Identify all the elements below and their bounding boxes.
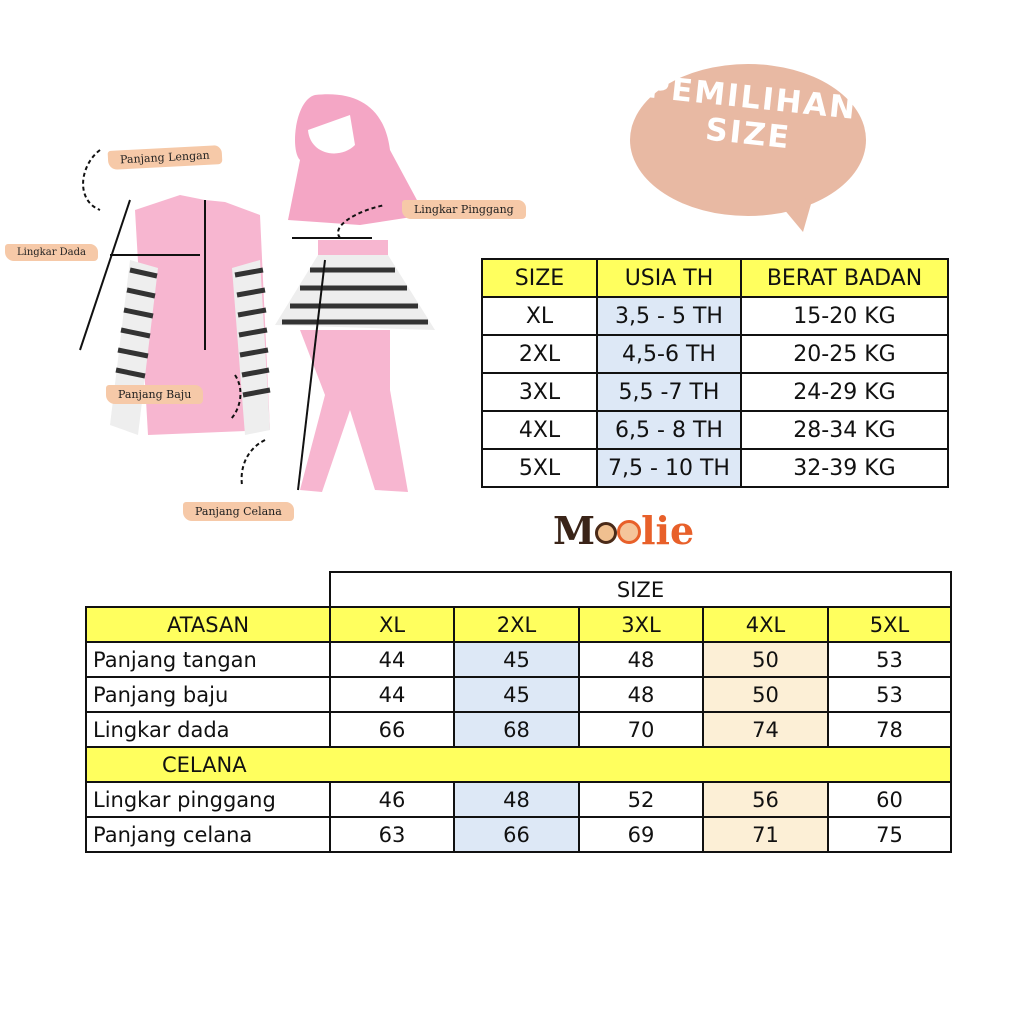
table-row: Lingkar dada 66 68 70 74 78 (85, 711, 952, 748)
speech-bubble (630, 64, 866, 232)
table-row: Panjang celana 63 66 69 71 75 (85, 816, 952, 853)
table-header-row: SIZE USIA TH BERAT BADAN (481, 258, 949, 298)
table-row: Panjang tangan 44 45 48 50 53 (85, 641, 952, 678)
table-row: 4XL 6,5 - 8 TH 28-34 KG (481, 410, 949, 450)
table-row: 3XL 5,5 -7 TH 24-29 KG (481, 372, 949, 412)
table-row: 5XL 7,5 - 10 TH 32-39 KG (481, 448, 949, 488)
clothing-illustration (79, 94, 435, 492)
size-header-row: SIZE (86, 571, 952, 608)
label-panjang-celana: Panjang Celana (183, 502, 294, 521)
label-panjang-baju: Panjang Baju (106, 385, 204, 404)
celana-header-row: CELANA (85, 746, 952, 783)
table-row: XL 3,5 - 5 TH 15-20 KG (481, 296, 949, 336)
age-weight-table: SIZE USIA TH BERAT BADAN XL 3,5 - 5 TH 15-… (481, 258, 949, 488)
table-row: 2XL 4,5-6 TH 20-25 KG (481, 334, 949, 374)
table-row: Panjang baju 44 45 48 50 53 (85, 676, 952, 713)
label-lingkar-pinggang: Lingkar Pinggang (402, 200, 526, 219)
atasan-header-row: ATASAN XL 2XL 3XL 4XL 5XL (85, 606, 952, 643)
table-row: Lingkar pinggang 46 48 52 56 60 (85, 781, 952, 818)
size-measurement-table: SIZE ATASAN XL 2XL 3XL 4XL 5XL Panjang t… (85, 571, 952, 853)
label-lingkar-dada: Lingkar Dada (5, 244, 99, 261)
